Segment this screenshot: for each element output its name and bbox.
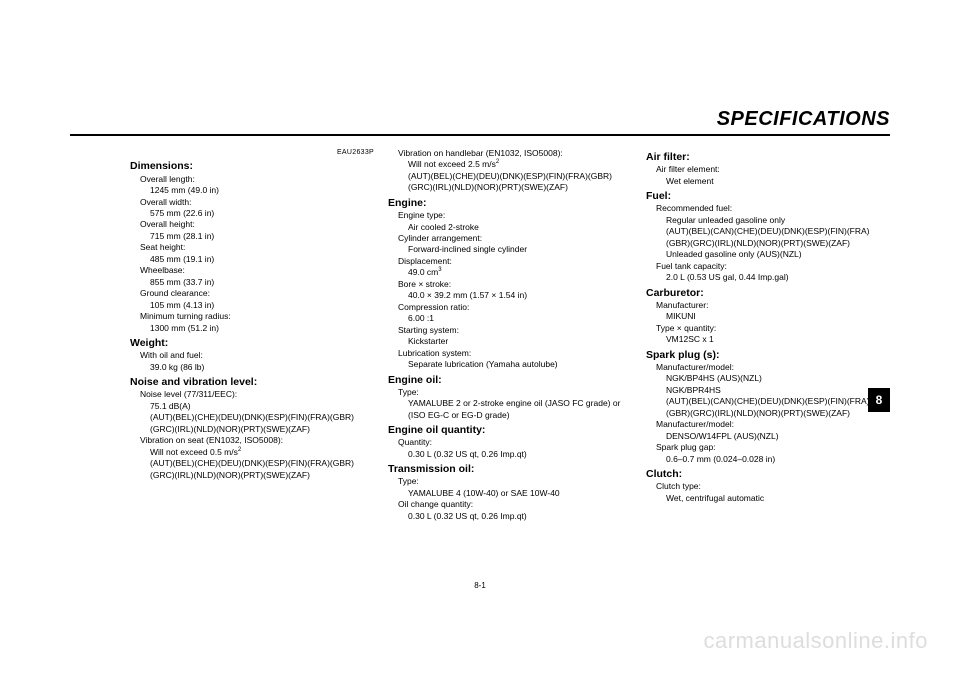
spec-label: Spark plug gap: — [656, 442, 890, 453]
spec-value: Will not exceed 0.5 m/s2 — [150, 447, 374, 458]
spec-value: DENSO/W14FPL (AUS)(NZL) — [666, 431, 890, 442]
spec-value: 855 mm (33.7 in) — [150, 277, 374, 288]
page-title: SPECIFICATIONS — [717, 108, 890, 131]
page-number: 8-1 — [0, 581, 960, 590]
spec-label: Displacement: — [398, 256, 632, 267]
spec-label: Vibration on handlebar (EN1032, ISO5008)… — [398, 148, 632, 159]
spec-value: Forward-inclined single cylinder — [408, 244, 632, 255]
spec-label: Recommended fuel: — [656, 203, 890, 214]
spec-value: Kickstarter — [408, 336, 632, 347]
watermark: carmanualsonline.info — [703, 628, 928, 654]
spec-value: YAMALUBE 4 (10W-40) or SAE 10W-40 — [408, 488, 632, 499]
spec-value: Unleaded gasoline only (AUS)(NZL) — [666, 249, 890, 260]
spec-value-text: Will not exceed 0.5 m/s — [150, 447, 238, 457]
spec-value: (AUT)(BEL)(CHE)(DEU)(DNK)(ESP)(FIN)(FRA)… — [150, 458, 374, 481]
spec-value: MIKUNI — [666, 311, 890, 322]
spec-value: 0.6–0.7 mm (0.024–0.028 in) — [666, 454, 890, 465]
spec-label: Ground clearance: — [140, 288, 374, 299]
section-carburetor: Carburetor: — [646, 286, 890, 300]
spec-value: 0.30 L (0.32 US qt, 0.26 Imp.qt) — [408, 449, 632, 460]
spec-value: 485 mm (19.1 in) — [150, 254, 374, 265]
section-clutch: Clutch: — [646, 467, 890, 481]
spec-value: 1300 mm (51.2 in) — [150, 323, 374, 334]
spec-value: 575 mm (22.6 in) — [150, 208, 374, 219]
spec-value: 49.0 cm3 — [408, 267, 632, 278]
spec-value: Separate lubrication (Yamaha autolube) — [408, 359, 632, 370]
spec-label: Noise level (77/311/EEC): — [140, 389, 374, 400]
spec-value: Regular unleaded gasoline only — [666, 215, 890, 226]
spec-label: Wheelbase: — [140, 265, 374, 276]
spec-label: Overall width: — [140, 197, 374, 208]
superscript: 2 — [238, 447, 241, 453]
spec-label: Vibration on seat (EN1032, ISO5008): — [140, 435, 374, 446]
spec-label: Fuel tank capacity: — [656, 261, 890, 272]
spec-value: 105 mm (4.13 in) — [150, 300, 374, 311]
spec-value: Air cooled 2-stroke — [408, 222, 632, 233]
section-engine: Engine: — [388, 196, 632, 210]
spec-label: Air filter element: — [656, 164, 890, 175]
spec-label: Compression ratio: — [398, 302, 632, 313]
spec-value: (AUT)(BEL)(CAN)(CHE)(DEU)(DNK)(ESP)(FIN)… — [666, 226, 890, 249]
spec-value: NGK/BPR4HS — [666, 385, 890, 396]
spec-value-text: 49.0 cm — [408, 267, 438, 277]
superscript: 2 — [496, 160, 499, 166]
spec-label: With oil and fuel: — [140, 350, 374, 361]
spec-value: VM12SC x 1 — [666, 334, 890, 345]
section-spark-plug: Spark plug (s): — [646, 348, 890, 362]
spec-label: Type × quantity: — [656, 323, 890, 334]
spec-value: YAMALUBE 2 or 2-stroke engine oil (JASO … — [408, 398, 632, 421]
spec-value: 2.0 L (0.53 US gal, 0.44 Imp.gal) — [666, 272, 890, 283]
spec-label: Minimum turning radius: — [140, 311, 374, 322]
manual-page: SPECIFICATIONS EAU2633P Dimensions: Over… — [0, 0, 960, 678]
section-fuel: Fuel: — [646, 189, 890, 203]
spec-label: Engine type: — [398, 210, 632, 221]
spec-label: Type: — [398, 476, 632, 487]
spec-label: Manufacturer: — [656, 300, 890, 311]
spec-value: 1245 mm (49.0 in) — [150, 185, 374, 196]
spec-value: (AUT)(BEL)(CHE)(DEU)(DNK)(ESP)(FIN)(FRA)… — [408, 171, 632, 194]
spec-label: Quantity: — [398, 437, 632, 448]
spec-label: Type: — [398, 387, 632, 398]
spec-label: Lubrication system: — [398, 348, 632, 359]
spec-value: (AUT)(BEL)(CHE)(DEU)(DNK)(ESP)(FIN)(FRA)… — [150, 412, 374, 435]
eau-code: EAU2633P — [130, 148, 374, 157]
spec-value: NGK/BP4HS (AUS)(NZL) — [666, 373, 890, 384]
header-rule — [70, 134, 890, 136]
spec-value: (AUT)(BEL)(CAN)(CHE)(DEU)(DNK)(ESP)(FIN)… — [666, 396, 890, 419]
spec-label: Bore × stroke: — [398, 279, 632, 290]
spec-label: Oil change quantity: — [398, 499, 632, 510]
spec-label: Seat height: — [140, 242, 374, 253]
column-1: EAU2633P Dimensions: Overall length: 124… — [130, 148, 374, 522]
section-transmission-oil: Transmission oil: — [388, 462, 632, 476]
spec-value: 6.00 :1 — [408, 313, 632, 324]
section-engine-oil-qty: Engine oil quantity: — [388, 423, 632, 437]
spec-value: 715 mm (28.1 in) — [150, 231, 374, 242]
content-columns: EAU2633P Dimensions: Overall length: 124… — [130, 148, 890, 522]
spec-value: 0.30 L (0.32 US qt, 0.26 Imp.qt) — [408, 511, 632, 522]
spec-value-text: Will not exceed 2.5 m/s — [408, 159, 496, 169]
spec-label: Cylinder arrangement: — [398, 233, 632, 244]
spec-value: Will not exceed 2.5 m/s2 — [408, 159, 632, 170]
spec-label: Overall height: — [140, 219, 374, 230]
column-2: Vibration on handlebar (EN1032, ISO5008)… — [388, 148, 632, 522]
section-air-filter: Air filter: — [646, 150, 890, 164]
spec-label: Clutch type: — [656, 481, 890, 492]
section-noise: Noise and vibration level: — [130, 375, 374, 389]
section-weight: Weight: — [130, 336, 374, 350]
column-3: Air filter: Air filter element: Wet elem… — [646, 148, 890, 522]
section-dimensions: Dimensions: — [130, 159, 374, 173]
chapter-tab: 8 — [868, 388, 890, 412]
spec-label: Overall length: — [140, 174, 374, 185]
spec-value: Wet, centrifugal automatic — [666, 493, 890, 504]
spec-label: Manufacturer/model: — [656, 419, 890, 430]
spec-value: Wet element — [666, 176, 890, 187]
superscript: 3 — [438, 268, 441, 274]
spec-label: Manufacturer/model: — [656, 362, 890, 373]
spec-value: 75.1 dB(A) — [150, 401, 374, 412]
spec-label: Starting system: — [398, 325, 632, 336]
spec-value: 39.0 kg (86 lb) — [150, 362, 374, 373]
section-engine-oil: Engine oil: — [388, 373, 632, 387]
spec-value: 40.0 × 39.2 mm (1.57 × 1.54 in) — [408, 290, 632, 301]
